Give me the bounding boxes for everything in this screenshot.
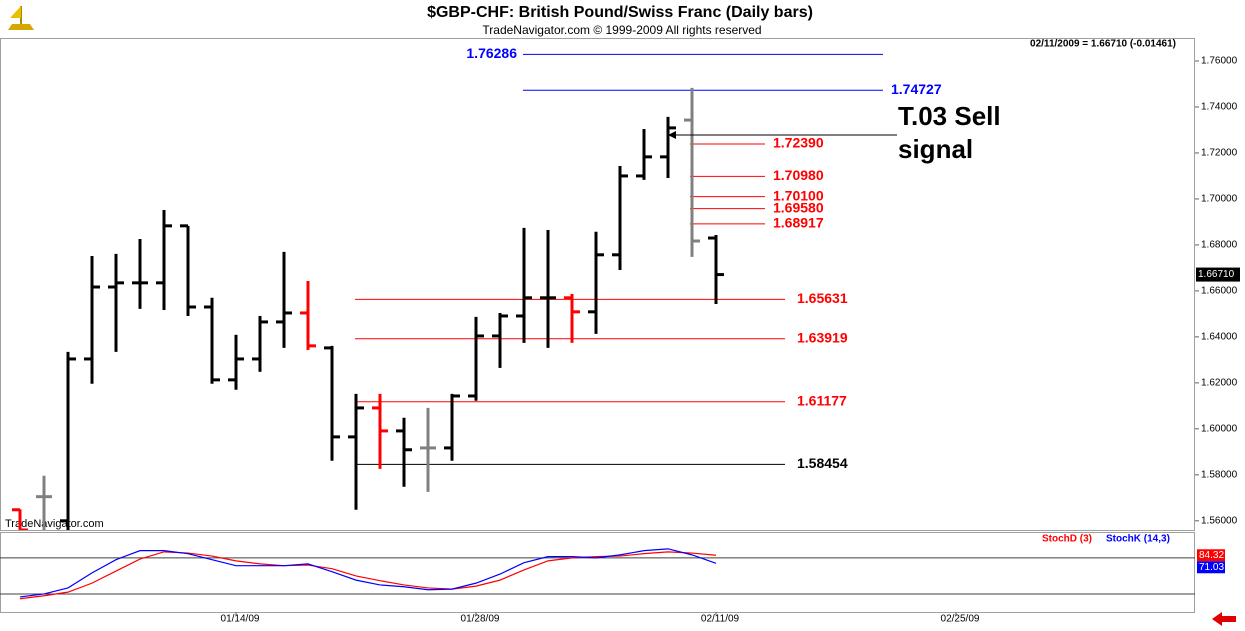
y-tick-label: 1.74000 [1201,102,1238,113]
level-label: 1.65631 [797,290,848,306]
level-label: 1.70100 [773,187,824,203]
level-label: 1.68917 [773,215,824,231]
annotation: signal [898,134,973,164]
logo [8,6,34,30]
last-value-box [1197,561,1225,574]
y-tick-label: 1.66000 [1201,286,1238,297]
level-label: 1.70980 [773,167,824,183]
y-tick-label: 1.72000 [1201,148,1238,159]
watermark: TradeNavigator.com [5,518,104,530]
x-tick-label: 01/28/09 [461,614,500,625]
level-label: 1.63919 [797,329,848,345]
scroll-arrow[interactable] [1212,612,1236,626]
y-tick-label: 1.64000 [1201,332,1238,343]
y-tick-label: 1.60000 [1201,423,1238,434]
stoch-plot [0,548,1195,600]
x-tick-label: 02/11/09 [701,614,740,625]
chart-subtitle: TradeNavigator.com © 1999-2009 All right… [482,23,761,37]
x-tick-label: 01/14/09 [221,614,260,625]
legend-entry: StochK (14,3) [1106,534,1170,545]
legend-entry: StochD (3) [1042,534,1092,545]
last-value-label: 71.03 [1199,562,1224,573]
chart-title: $GBP-CHF: British Pound/Swiss Franc (Dai… [427,4,813,21]
last-value-box [1197,549,1225,562]
stoch-plot-frame [0,532,1195,613]
y-tick-label: 1.70000 [1201,194,1238,205]
signal-arrowhead [668,131,676,140]
last-value-label: 84.32 [1199,550,1224,561]
y-tick-label: 1.58000 [1201,469,1238,480]
y-tick-label: 1.56000 [1201,515,1238,526]
level-label: 1.61177 [797,392,847,408]
level-label: 1.76286 [466,45,517,61]
level-label: 1.69580 [773,199,824,215]
y-tick-label: 1.68000 [1201,240,1238,251]
stoch-line [19,548,717,598]
main-plot [12,53,883,530]
status-text: 02/11/2009 = 1.66710 (-0.01461) [1030,39,1176,50]
last-price-label: 1.66710 [1198,269,1235,280]
annotation: T.03 Sell [898,101,1001,131]
last-price-box [1196,267,1240,282]
x-tick-label: 02/25/09 [941,614,980,625]
y-tick-label: 1.76000 [1201,56,1238,67]
level-label: 1.72390 [773,135,824,151]
level-label: 1.58454 [797,455,848,471]
stoch-line [19,551,717,600]
level-label: 1.74727 [891,81,942,97]
y-tick-label: 1.62000 [1201,378,1238,389]
